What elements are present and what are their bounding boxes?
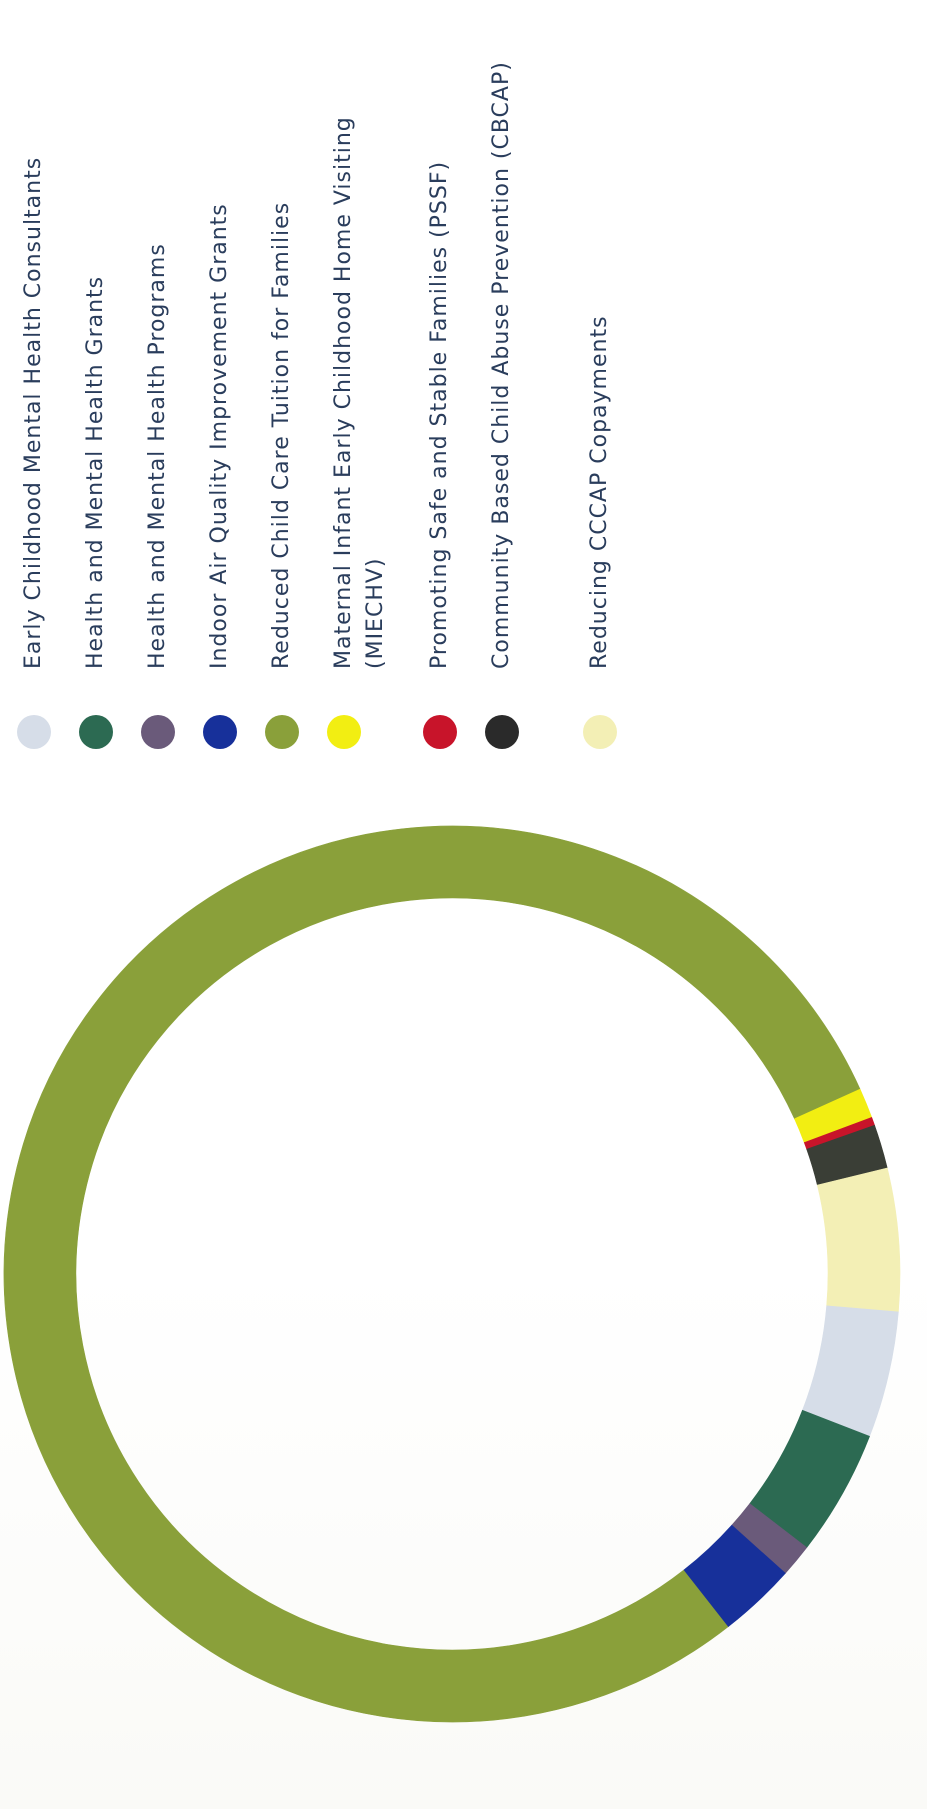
legend-label: Reduced Child Care Tuition for Families (269, 201, 294, 669)
legend-swatch (485, 715, 519, 749)
legend-label: Health and Mental Health Grants (83, 275, 108, 669)
legend-label: Early Childhood Mental Health Consultant… (21, 156, 46, 669)
legend-label: Community Based Child Abuse Prevention (… (489, 61, 514, 669)
legend-swatch (265, 715, 299, 749)
legend-swatch (17, 715, 51, 749)
legend-label: Reducing CCCAP Copayments (587, 315, 612, 669)
legend-swatch (203, 715, 237, 749)
donut-slice (816, 1167, 901, 1313)
legend-label: Indoor Air Quality Improvement Grants (207, 203, 232, 669)
legend-swatch (141, 715, 175, 749)
donut-slice (683, 1524, 786, 1627)
donut-slices (3, 825, 901, 1723)
legend-swatch (327, 715, 361, 749)
legend-label: Health and Mental Health Programs (145, 243, 170, 669)
donut-slice (3, 825, 861, 1723)
legend-label: Maternal Infant Early Childhood Home Vis… (331, 116, 388, 669)
legend-label: Promoting Safe and Stable Families (PSSF… (427, 160, 452, 669)
legend-swatch (583, 715, 617, 749)
legend-swatch (79, 715, 113, 749)
legend-swatch (423, 715, 457, 749)
